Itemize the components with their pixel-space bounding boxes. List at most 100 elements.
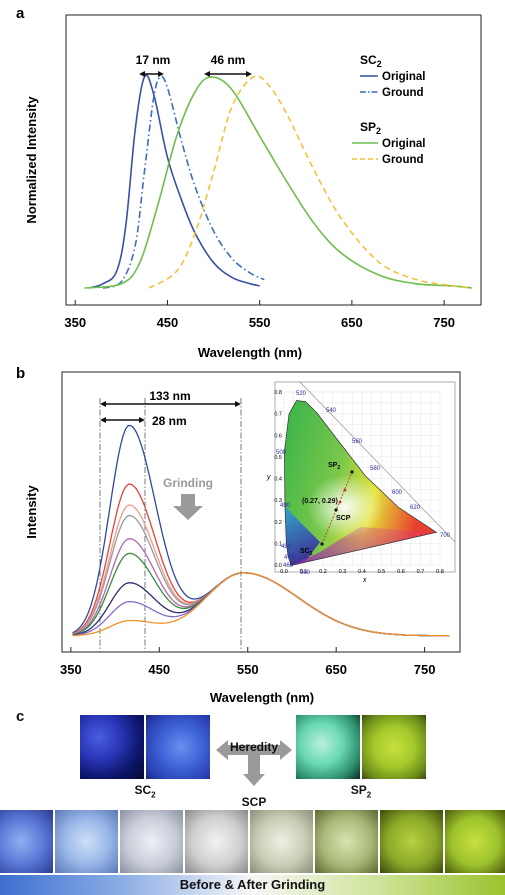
annotation-133nm: 133 nm: [149, 389, 190, 403]
grinding-gradient-bar: [0, 875, 505, 895]
x-axis-label-a: Wavelength (nm): [198, 345, 302, 360]
legend-label-sp2-original: Original: [382, 138, 425, 150]
cie-x-axis-label: x: [362, 577, 367, 584]
cie-inset: 0.0 0.1 0.2 0.3 0.4 0.5 0.6 0.7 0.8 0.0 0.1 0.2 0.3 0…: [266, 381, 456, 584]
cie-x-tick-label: 0.6: [397, 569, 405, 575]
cie-x-tick-label: 0.5: [378, 569, 386, 575]
legend-a: SC2 Original Ground SP2 Original Ground: [352, 53, 425, 166]
series-line-sp2-ground: [148, 75, 472, 289]
cie-wavelength-label: 460: [283, 563, 294, 569]
chart-a: a 350 450 550 650 750 17 nm 46 nm SC2 Origin…: [16, 5, 482, 360]
y-axis-label-a: Normalized Intensity: [24, 96, 39, 224]
x-tick-label-b: 650: [325, 662, 347, 677]
cie-y-tick-label: 0.4: [274, 477, 282, 483]
cie-point-scp: [334, 508, 338, 512]
cie-point-sc2: [320, 542, 324, 546]
cie-wavelength-label: 470: [284, 555, 295, 561]
photo-sc2-left: [80, 715, 144, 779]
cie-blue-region: [285, 506, 320, 566]
x-tick-label-b: 750: [414, 662, 436, 677]
series-line-sc2-original: [88, 74, 260, 289]
x-tick-label-b: 450: [148, 662, 170, 677]
grinding-photo-5: [250, 810, 313, 873]
cie-x-tick-label: 0.7: [417, 569, 425, 575]
legend-label-sc2-ground: Ground: [382, 87, 424, 99]
cie-wavelength-label: 600: [392, 490, 403, 496]
label-sc2: SC2: [134, 783, 156, 800]
cie-x-tick-label: 0.2: [319, 569, 327, 575]
label-sp2: SP2: [350, 783, 372, 800]
cie-x-tick-label: 0.1: [300, 569, 308, 575]
annotation-17nm: 17 nm: [136, 53, 171, 67]
grinding-photo-6: [315, 810, 378, 873]
arrowhead-133nm-right: [235, 401, 241, 407]
cie-wavelength-label: 620: [410, 505, 421, 511]
cie-wavelength-label: 520: [296, 391, 307, 397]
arrowhead-28nm-left: [100, 417, 106, 423]
panel-label-b: b: [16, 365, 25, 382]
x-tick-label-a: 350: [64, 315, 86, 330]
grinding-photo-4: [185, 810, 248, 873]
cie-x-tick-label: 0.4: [358, 569, 366, 575]
cie-purple-region: [291, 527, 437, 566]
annotation-28nm: 28 nm: [152, 414, 187, 428]
legend-title-sc2: SC2: [360, 53, 382, 69]
cie-x-tick-label: 0.3: [339, 569, 347, 575]
cie-y-tick-label: 0.6: [274, 433, 282, 439]
panel-label-a: a: [16, 5, 25, 22]
grinding-step-line-9: [72, 572, 450, 637]
legend-label-sp2-ground: Ground: [382, 154, 424, 166]
cie-trajectory-line: [321, 471, 353, 545]
cie-label-sc2: SC2: [300, 548, 313, 557]
cie-white-point-glow: [307, 475, 383, 539]
cie-diagonal-line: [299, 381, 456, 543]
cie-wavelength-label: 560: [352, 439, 363, 445]
arrowhead-46nm-left: [204, 71, 210, 77]
arrowhead-17nm-right: [158, 71, 164, 77]
grinding-photo-8: [445, 810, 505, 873]
arrowhead-133nm-left: [100, 401, 106, 407]
panel-label-c: c: [16, 708, 25, 725]
annotation-grinding: Grinding: [163, 476, 213, 490]
x-tick-label-a: 450: [157, 315, 179, 330]
cie-wavelength-label: 580: [370, 466, 381, 472]
cie-y-tick-label: 0.3: [274, 498, 282, 504]
cie-y-tick-label: 0.5: [274, 455, 282, 461]
cie-point-sp2: [350, 470, 354, 474]
plot-frame-b: [61, 371, 461, 653]
x-tick-label-a: 650: [341, 315, 363, 330]
grinding-photo-3: [120, 810, 183, 873]
grinding-photo-2: [55, 810, 118, 873]
grinding-arrow-icon: [173, 494, 203, 520]
cie-y-axis-label: y: [266, 474, 271, 481]
cie-wavelength-label: 380: [300, 570, 311, 576]
photo-sc2-right: [146, 715, 210, 779]
cie-y-tick-label: 0.0: [274, 563, 282, 569]
label-before-after-grinding: Before & After Grinding: [179, 877, 326, 892]
cie-x-tick-label: 0.0: [280, 569, 288, 575]
x-axis-label-b: Wavelength (nm): [210, 690, 314, 705]
cie-point-mid2: [343, 488, 347, 492]
cie-label-sp2: SP2: [328, 462, 340, 471]
series-line-sc2-ground: [102, 75, 265, 289]
cie-x-tick-label: 0.8: [436, 569, 444, 575]
chart-b: b 350 450 550 650 750 133 nm 28 nm Grinding: [16, 365, 461, 705]
grinding-photo-1: [0, 810, 53, 873]
label-heredity: Heredity: [229, 740, 279, 754]
plot-frame-a: [65, 14, 482, 306]
cie-wavelength-label: 700: [440, 533, 451, 539]
cie-y-tick-label: 0.2: [274, 520, 282, 526]
x-tick-label-b: 350: [60, 662, 82, 677]
arrowhead-28nm-right: [139, 417, 145, 423]
x-tick-label-a: 550: [249, 315, 271, 330]
photo-sp2-right: [362, 715, 426, 779]
cie-label-coord: (0.27, 0.29): [302, 498, 338, 505]
cie-y-tick-label: 0.8: [274, 390, 282, 396]
cie-wavelength-label: 490: [280, 503, 291, 509]
annotation-46nm: 46 nm: [211, 53, 246, 67]
grinding-step-line-7: [72, 572, 450, 637]
cie-wavelength-label: 480: [281, 544, 292, 550]
cie-spectral-locus: [284, 400, 438, 566]
cie-wavelength-label: 500: [276, 450, 287, 456]
grinding-photo-7: [380, 810, 443, 873]
